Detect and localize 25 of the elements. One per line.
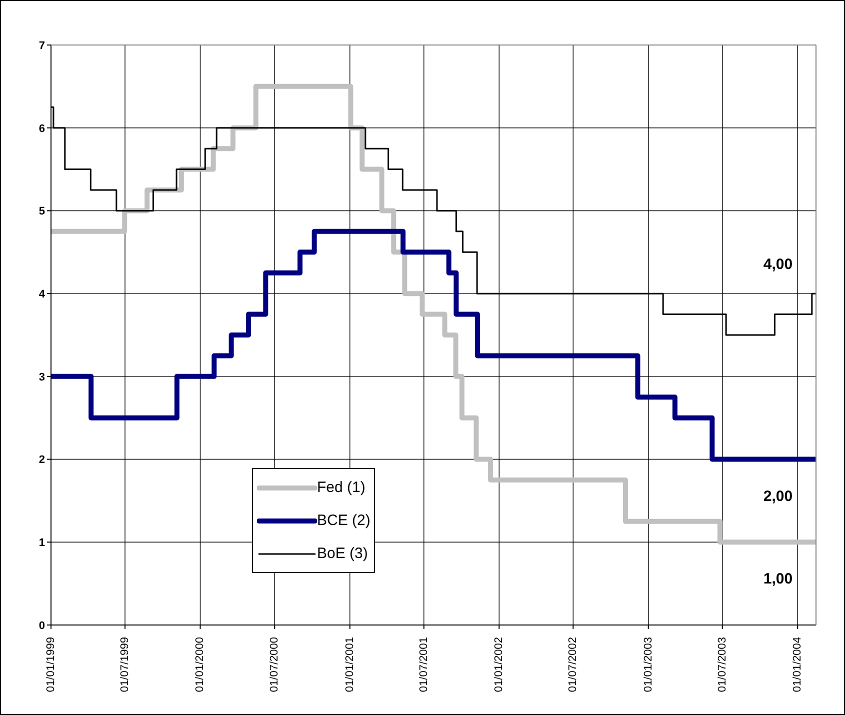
y-tick-label: 1 [38,537,45,550]
x-tick-label: 01/01/2002 [493,637,506,692]
x-tick-label: 01/01/2003 [642,637,654,692]
legend-label: BCE (2) [317,512,370,529]
x-tick-label: 01/01/2004 [792,637,804,692]
legend-label: Fed (1) [317,479,366,496]
y-tick-label: 2 [38,454,45,466]
annotation: 2,00 [763,488,793,505]
y-tick-label: 6 [38,122,45,135]
annotation: 4,00 [763,256,793,274]
y-tick-label: 5 [38,206,45,218]
y-tick-label: 3 [38,371,45,384]
x-tick-label: 01/07/2002 [567,637,580,692]
y-tick-label: 7 [38,40,45,52]
legend-label: BoE (3) [317,545,368,562]
annotation: 1,00 [763,570,793,588]
x-tick-label: 01/01/1999 [45,637,57,692]
y-tick-label: 0 [38,620,45,632]
x-tick-label: 01/07/1999 [119,637,132,692]
x-tick-label: 01/07/2000 [268,637,281,692]
y-tick-label: 4 [38,288,46,300]
x-tick-label: 01/07/2003 [716,637,728,692]
x-tick-label: 01/07/2001 [418,637,430,692]
x-tick-label: 01/01/2000 [194,637,206,692]
x-tick-label: 01/01/2001 [344,637,356,692]
